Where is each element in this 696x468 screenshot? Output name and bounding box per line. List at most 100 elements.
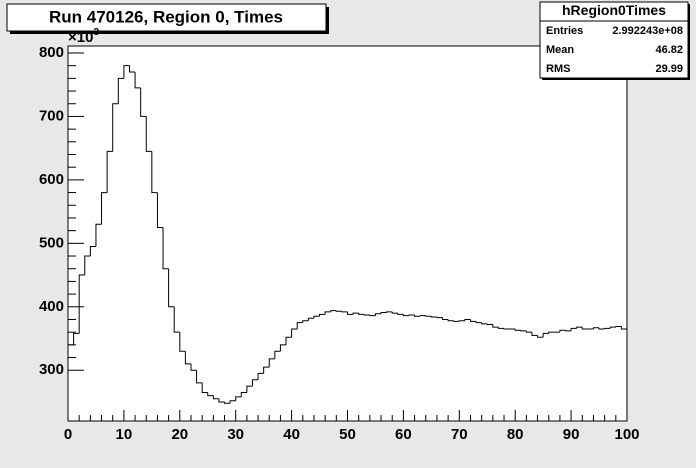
histogram-bin: [285, 336, 292, 345]
histogram-bin: [525, 330, 532, 333]
x-tick-label: 50: [339, 426, 356, 443]
histogram-bin: [481, 322, 488, 325]
histogram-bin: [274, 350, 281, 359]
histogram-bin: [374, 313, 382, 316]
histogram-bin: [358, 313, 365, 315]
stats-rows: Entries 2.992243e+08 Mean 46.82 RMS 29.99: [546, 25, 683, 75]
histogram-bin: [319, 313, 326, 317]
y-tick-label: 800: [39, 44, 64, 61]
histogram-bin: [604, 327, 611, 329]
histogram-bin: [84, 255, 91, 276]
histogram-bin: [341, 311, 348, 313]
title-box: [6, 3, 327, 32]
x-tick-label: 20: [171, 426, 188, 443]
histogram-bin: [598, 327, 605, 330]
stats-value: 2.992243e+08: [612, 25, 683, 37]
histogram-bin: [559, 329, 566, 333]
histogram-bin: [179, 332, 186, 352]
histogram-bin: [492, 324, 499, 328]
stats-value: 29.99: [655, 63, 683, 75]
histogram-bin: [391, 311, 398, 314]
histogram-bin: [419, 315, 426, 317]
x-tick-label: 100: [614, 426, 639, 443]
histogram-bin: [112, 103, 119, 152]
histogram-bin: [565, 330, 572, 332]
histogram-bin: [609, 326, 616, 329]
histogram-bin: [101, 192, 108, 225]
histogram-bin: [162, 227, 169, 270]
histogram-bin: [296, 322, 303, 329]
x-tick-label: 40: [283, 426, 300, 443]
histogram-bin: [117, 77, 124, 104]
histogram-bin: [151, 151, 158, 194]
multiplier-exponent: 3: [93, 27, 99, 38]
histogram-bin: [212, 395, 219, 400]
histogram-bin: [134, 72, 141, 89]
histogram-bin: [201, 382, 208, 393]
histogram-bin: [380, 311, 387, 314]
histogram-bin: [106, 150, 113, 193]
histogram-bin: [246, 385, 253, 393]
histogram-bin: [251, 379, 259, 387]
stats-value: 46.82: [655, 44, 683, 56]
histogram-bin: [520, 330, 527, 332]
histogram-bin: [335, 310, 342, 312]
histogram-bin: [581, 327, 588, 330]
histogram-bin: [620, 326, 627, 330]
histogram-bin: [240, 391, 247, 397]
histogram-bin: [369, 315, 376, 317]
histogram-bin: [123, 65, 130, 79]
x-tick-label: 30: [227, 426, 244, 443]
frame: [67, 45, 628, 422]
histogram-bin: [542, 332, 549, 338]
histogram-bin: [408, 314, 415, 316]
histogram-bin: [514, 328, 521, 331]
histogram-bin: [486, 323, 493, 326]
histogram-bin: [156, 192, 164, 228]
chart-title: Run 470126, Region 0, Times: [49, 7, 283, 26]
histogram-bin: [537, 335, 544, 338]
histogram-bin: [291, 328, 298, 338]
histogram-bin: [447, 319, 454, 322]
histogram-bin: [475, 321, 482, 324]
histogram-bin: [615, 325, 622, 328]
stats-label: Entries: [546, 25, 583, 37]
histogram-bin: [531, 332, 538, 336]
histogram-bin: [497, 327, 505, 329]
x-tick-label: 90: [563, 426, 580, 443]
histogram-bin: [307, 317, 314, 321]
histogram-bin: [229, 400, 236, 404]
stats-label: RMS: [546, 63, 570, 75]
histogram-bin: [257, 372, 264, 380]
histogram-bin: [430, 316, 437, 318]
x-tick-label: 60: [395, 426, 412, 443]
histogram-bin: [145, 116, 152, 152]
histogram-bin: [89, 246, 96, 257]
stats-title: hRegion0Times: [562, 2, 666, 18]
histogram-bin: [469, 319, 477, 322]
histogram-bin: [442, 317, 449, 320]
histogram-bin: [363, 314, 370, 316]
histogram-bin: [386, 311, 393, 313]
histogram-bin: [190, 363, 197, 371]
y-tick-label: 300: [39, 361, 64, 378]
histogram-bin: [453, 320, 460, 322]
histogram-bin: [330, 310, 337, 312]
histogram-bin: [324, 311, 331, 315]
histogram-bin: [224, 401, 231, 404]
histogram-bin: [73, 332, 80, 345]
histogram-bin: [347, 311, 354, 315]
x-tick-label: 10: [116, 426, 133, 443]
y-multiplier: ×103: [68, 27, 99, 46]
x-tick-label: 70: [451, 426, 468, 443]
histogram-bin: [302, 320, 309, 323]
x-tick-label: 0: [64, 426, 72, 443]
stats-box: [539, 1, 689, 79]
histogram-bin: [279, 344, 287, 352]
histogram-bin: [570, 327, 577, 331]
histogram-bin: [184, 351, 191, 365]
histogram-bin: [503, 328, 510, 330]
histogram-bin: [218, 398, 225, 403]
